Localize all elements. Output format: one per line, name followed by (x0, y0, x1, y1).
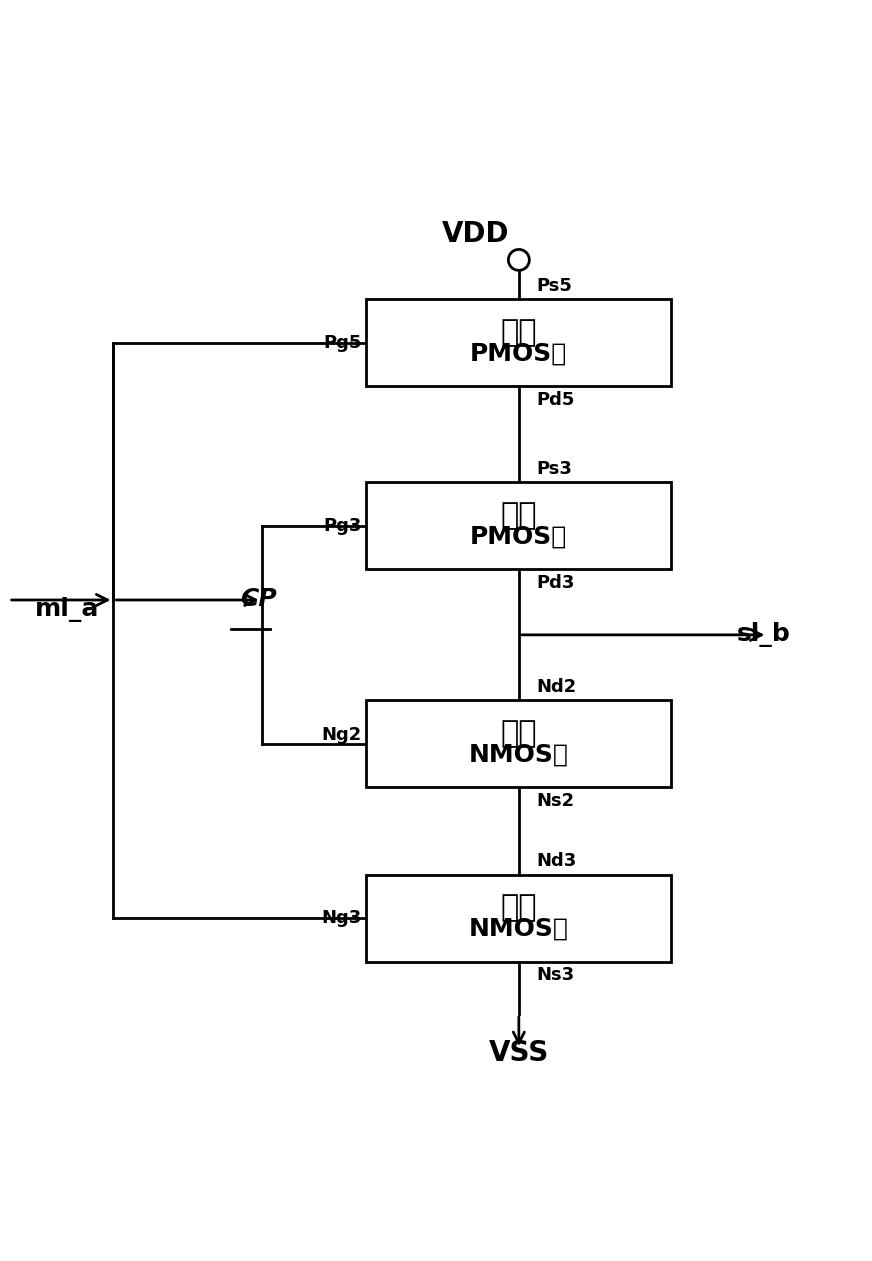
Text: NMOS管: NMOS管 (469, 917, 569, 941)
Bar (366, 299, 671, 386)
Text: Ng2: Ng2 (322, 726, 362, 744)
Bar (366, 700, 671, 787)
Text: 第二: 第二 (501, 719, 537, 748)
Text: Nd2: Nd2 (536, 678, 576, 696)
Text: ml_a: ml_a (35, 596, 99, 622)
Text: 第三: 第三 (501, 501, 537, 530)
Text: 第五: 第五 (501, 318, 537, 347)
Text: VDD: VDD (441, 219, 509, 247)
Text: Ps3: Ps3 (536, 460, 572, 478)
Text: Ng3: Ng3 (322, 909, 362, 927)
Text: Nd3: Nd3 (536, 852, 576, 870)
Text: Ns2: Ns2 (536, 792, 575, 810)
Text: VSS: VSS (488, 1039, 549, 1067)
Text: Pd3: Pd3 (536, 574, 575, 591)
Text: CP: CP (240, 588, 276, 612)
Text: Pg5: Pg5 (324, 334, 362, 352)
Circle shape (508, 250, 529, 270)
Text: Ps5: Ps5 (536, 277, 572, 295)
Text: Pg3: Pg3 (324, 517, 362, 535)
Bar (366, 875, 671, 962)
Text: PMOS管: PMOS管 (470, 342, 568, 366)
Text: Ns3: Ns3 (536, 966, 575, 985)
Bar (366, 482, 671, 570)
Text: 第三: 第三 (501, 893, 537, 922)
Text: sl_b: sl_b (737, 623, 791, 647)
Text: PMOS管: PMOS管 (470, 525, 568, 549)
Text: Pd5: Pd5 (536, 391, 575, 409)
Text: NMOS管: NMOS管 (469, 743, 569, 767)
